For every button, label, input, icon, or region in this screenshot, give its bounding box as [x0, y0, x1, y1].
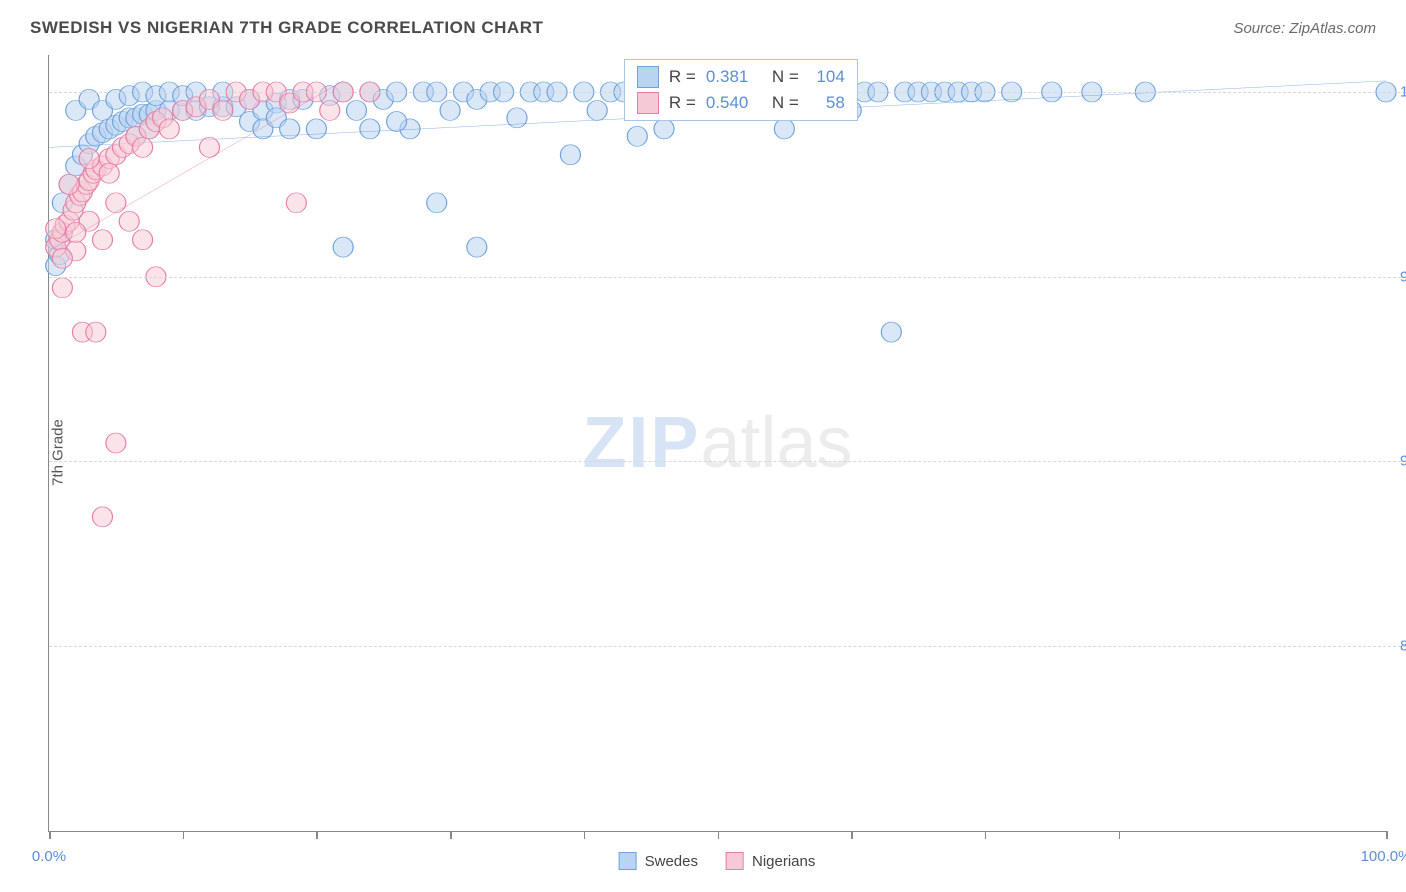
legend: Swedes Nigerians: [619, 852, 816, 870]
scatter-point: [119, 211, 139, 231]
scatter-point: [159, 119, 179, 139]
scatter-point: [52, 248, 72, 268]
scatter-point: [106, 193, 126, 213]
x-tick: [450, 831, 452, 839]
chart-title: SWEDISH VS NIGERIAN 7TH GRADE CORRELATIO…: [30, 18, 543, 38]
scatter-point: [213, 100, 233, 120]
x-tick: [851, 831, 853, 839]
scatter-point: [467, 237, 487, 257]
y-tick-label: 90.0%: [1400, 453, 1406, 470]
stats-n-label: N =: [772, 67, 799, 87]
scatter-point: [560, 145, 580, 165]
legend-item: Nigerians: [726, 852, 815, 870]
stats-r-value: 0.381: [706, 67, 762, 87]
correlation-stats-box: R = 0.381 N = 104 R = 0.540 N = 58: [624, 59, 858, 121]
x-tick: [1119, 831, 1121, 839]
stats-r-value: 0.540: [706, 93, 762, 113]
x-tick: [1386, 831, 1388, 839]
scatter-point: [347, 100, 367, 120]
scatter-point: [333, 237, 353, 257]
scatter-point: [106, 433, 126, 453]
legend-swatch: [726, 852, 744, 870]
legend-label: Swedes: [645, 853, 698, 870]
scatter-point: [320, 100, 340, 120]
scatter-point: [79, 148, 99, 168]
scatter-point: [59, 174, 79, 194]
plot-area: ZIPatlas 85.0%90.0%95.0%100.0% 0.0%100.0…: [48, 55, 1386, 832]
scatter-point: [52, 278, 72, 298]
source-attribution: Source: ZipAtlas.com: [1233, 20, 1376, 37]
scatter-point: [306, 119, 326, 139]
stats-r-label: R =: [669, 67, 696, 87]
x-tick: [49, 831, 51, 839]
scatter-point: [507, 108, 527, 128]
stats-r-label: R =: [669, 93, 696, 113]
x-tick: [183, 831, 185, 839]
scatter-point: [86, 322, 106, 342]
y-tick-label: 95.0%: [1400, 268, 1406, 285]
scatter-point: [627, 126, 647, 146]
chart-header: SWEDISH VS NIGERIAN 7TH GRADE CORRELATIO…: [0, 0, 1406, 46]
x-tick: [985, 831, 987, 839]
scatter-point: [133, 137, 153, 157]
y-tick-label: 85.0%: [1400, 638, 1406, 655]
scatter-point: [427, 193, 447, 213]
gridline: [49, 277, 1406, 278]
scatter-plot-svg: [49, 55, 1386, 831]
scatter-point: [654, 119, 674, 139]
gridline: [49, 461, 1406, 462]
legend-swatch: [619, 852, 637, 870]
scatter-point: [92, 230, 112, 250]
stats-n-label: N =: [772, 93, 799, 113]
scatter-point: [133, 230, 153, 250]
y-tick-label: 100.0%: [1400, 83, 1406, 100]
stats-row: R = 0.381 N = 104: [637, 66, 845, 88]
stats-row: R = 0.540 N = 58: [637, 92, 845, 114]
scatter-point: [774, 119, 794, 139]
scatter-point: [199, 137, 219, 157]
stats-swatch: [637, 92, 659, 114]
x-tick: [584, 831, 586, 839]
x-tick-label: 0.0%: [32, 848, 66, 865]
stats-n-value: 58: [809, 93, 845, 113]
gridline: [49, 646, 1406, 647]
legend-label: Nigerians: [752, 853, 815, 870]
chart-container: 7th Grade ZIPatlas 85.0%90.0%95.0%100.0%…: [48, 55, 1386, 832]
scatter-point: [440, 100, 460, 120]
stats-swatch: [637, 66, 659, 88]
scatter-point: [360, 119, 380, 139]
scatter-point: [587, 100, 607, 120]
scatter-point: [92, 507, 112, 527]
x-tick-label: 100.0%: [1361, 848, 1406, 865]
scatter-point: [881, 322, 901, 342]
legend-item: Swedes: [619, 852, 698, 870]
x-tick: [316, 831, 318, 839]
stats-n-value: 104: [809, 67, 845, 87]
scatter-point: [387, 112, 407, 132]
scatter-point: [99, 163, 119, 183]
scatter-point: [286, 193, 306, 213]
x-tick: [718, 831, 720, 839]
scatter-point: [46, 219, 66, 239]
